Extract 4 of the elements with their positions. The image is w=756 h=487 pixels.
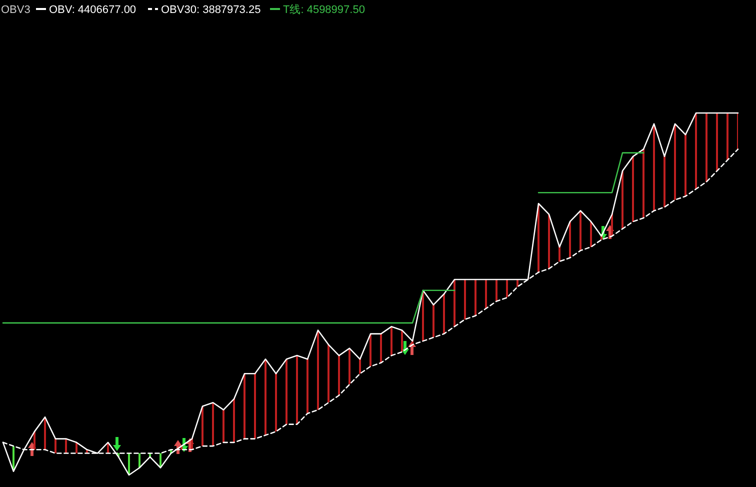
chart-title: OBV3 (1, 4, 30, 16)
legend-label: T线: 4598997.50 (283, 3, 365, 16)
legend-label: OBV30: 3887973.25 (161, 4, 261, 16)
legend-label: OBV: 4406677.00 (49, 4, 136, 16)
